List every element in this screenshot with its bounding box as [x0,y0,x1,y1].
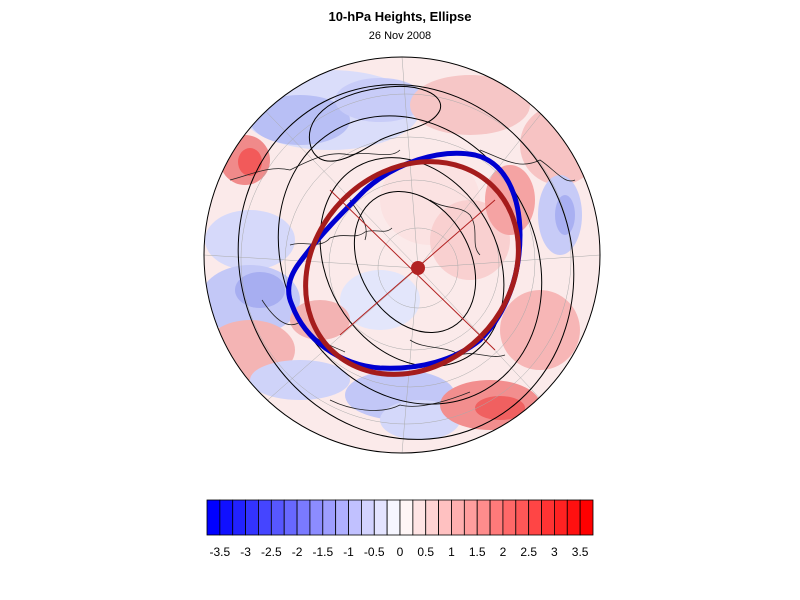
colorbar-swatch [348,499,362,536]
colorbar-tick-label: -1 [343,545,354,559]
colorbar-swatch [502,499,517,536]
colorbar-swatch [360,499,375,536]
colorbar-swatch [270,499,285,536]
colorbar-swatch [258,499,272,536]
ellipse-center-marker [411,261,425,275]
colorbar-swatch [438,499,452,536]
colorbar-swatch [373,499,388,536]
colorbar-swatch [412,499,427,536]
colorbar-tick-label: -2 [292,545,303,559]
colorbar-tick-label: -1.5 [312,545,333,559]
chart-title: 10-hPa Heights, Ellipse [328,9,472,24]
colorbar-swatch [451,499,465,536]
map-boundary [203,56,601,454]
colorbar-swatch [245,499,259,536]
colorbar-tick-label: 0.5 [417,545,434,559]
colorbar-swatch [296,499,311,536]
colorbar-swatch [232,499,246,536]
colorbar-swatch [206,499,221,536]
colorbar-tick-label: -0.5 [364,545,385,559]
colorbar-swatch [579,499,594,536]
chart-subtitle: 26 Nov 2008 [368,30,432,42]
colorbar-swatch [309,499,324,536]
colorbar-tick-label: 3.5 [572,545,589,559]
colorbar-swatch [528,499,542,536]
colorbar-swatch [489,499,504,536]
colorbar-swatch [554,499,568,536]
colorbar-tick-label: 0 [397,545,404,559]
colorbar-tick-label: 3 [551,545,558,559]
colorbar-swatch [566,499,581,536]
colorbar-tick-label: 1.5 [469,545,486,559]
colorbar-swatch [219,499,234,536]
colorbar-swatch [425,499,440,536]
colorbar-swatch [335,499,349,536]
colorbar-swatch [463,499,478,536]
colorbar-tick-label: -2.5 [261,545,282,559]
colorbar-swatch [399,499,414,536]
colorbar-tick-label: -3.5 [210,545,231,559]
colorbar-tick-label: 2 [500,545,507,559]
coastlines [229,149,576,411]
colorbar-swatch [386,499,401,536]
colorbar-tick-label: -3 [240,545,251,559]
colorbar-swatch [541,499,555,536]
colorbar-swatch [322,499,337,536]
colorbar-swatch [515,499,530,536]
colorbar-swatch [283,499,298,536]
colorbar-tick-label: 1 [448,545,455,559]
colorbar-tick-label: 2.5 [520,545,537,559]
colorbar-swatch [476,499,491,536]
